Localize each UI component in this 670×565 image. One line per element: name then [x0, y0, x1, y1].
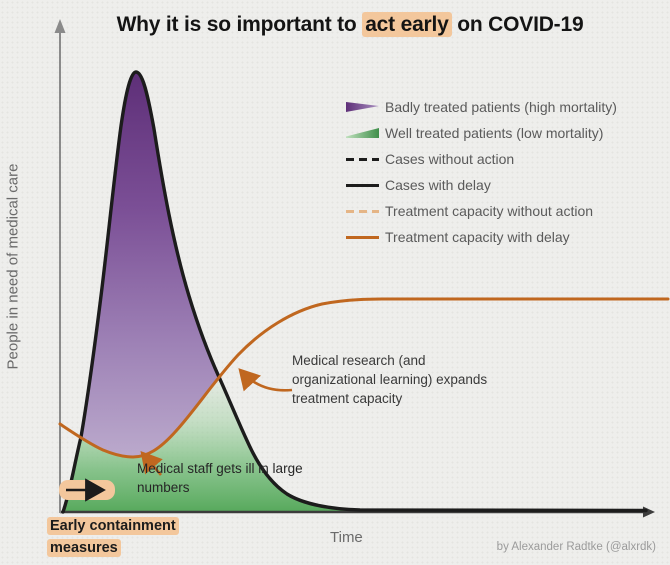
legend-item-capacity-without-action: Treatment capacity without action	[346, 198, 617, 224]
orange-solid-line-swatch-icon	[346, 235, 379, 239]
legend-label: Treatment capacity with delay	[385, 229, 570, 245]
chart-title-pre: Why it is so important to	[116, 13, 363, 36]
legend-item-cases-with-delay: Cases with delay	[346, 172, 617, 198]
early-containment-line2: measures	[47, 539, 121, 557]
green-wedge-swatch-icon	[346, 128, 379, 138]
early-containment-line1: Early containment	[47, 517, 179, 535]
badly-treated-area	[81, 72, 219, 457]
medical-staff-annotation: Medical staff gets ill in large numbers	[137, 461, 303, 495]
black-dashed-line-swatch-icon	[346, 157, 379, 161]
author-credit: by Alexander Radtke (@alxrdk)	[496, 541, 656, 553]
legend-item-badly-treated: Badly treated patients (high mortality)	[346, 94, 617, 120]
legend-item-capacity-with-delay: Treatment capacity with delay	[346, 224, 617, 250]
legend-label: Treatment capacity without action	[385, 203, 594, 219]
treatment-capacity-curve	[58, 297, 670, 459]
x-axis-label: Time	[330, 529, 363, 546]
early-containment-label: Early containment measures	[47, 515, 179, 559]
legend-label: Well treated patients (low mortality)	[385, 125, 604, 141]
legend-label: Cases without action	[385, 151, 515, 167]
chart-title: Why it is so important to act early on C…	[30, 12, 670, 37]
chart-title-highlight: act early	[362, 12, 452, 37]
black-solid-line-swatch-icon	[346, 183, 379, 187]
medical-staff-arrow	[140, 451, 163, 476]
chart-title-post: on COVID-19	[451, 13, 584, 36]
tan-dashed-line-swatch-icon	[346, 209, 379, 213]
well-treated-area	[64, 377, 470, 512]
cases-with-delay-curve	[61, 70, 648, 514]
legend: Badly treated patients (high mortality) …	[346, 94, 617, 250]
y-axis-label: People in need of medical care	[4, 163, 22, 370]
legend-item-cases-without-action: Cases without action	[346, 146, 617, 172]
medical-research-annotation: Medical research (and organizational lea…	[292, 353, 488, 406]
medical-research-arrow	[238, 368, 293, 392]
legend-item-well-treated: Well treated patients (low mortality)	[346, 120, 617, 146]
legend-label: Badly treated patients (high mortality)	[385, 99, 617, 115]
legend-label: Cases with delay	[385, 177, 491, 193]
y-axis-arrowhead	[54, 19, 66, 33]
purple-wedge-swatch-icon	[346, 102, 379, 112]
